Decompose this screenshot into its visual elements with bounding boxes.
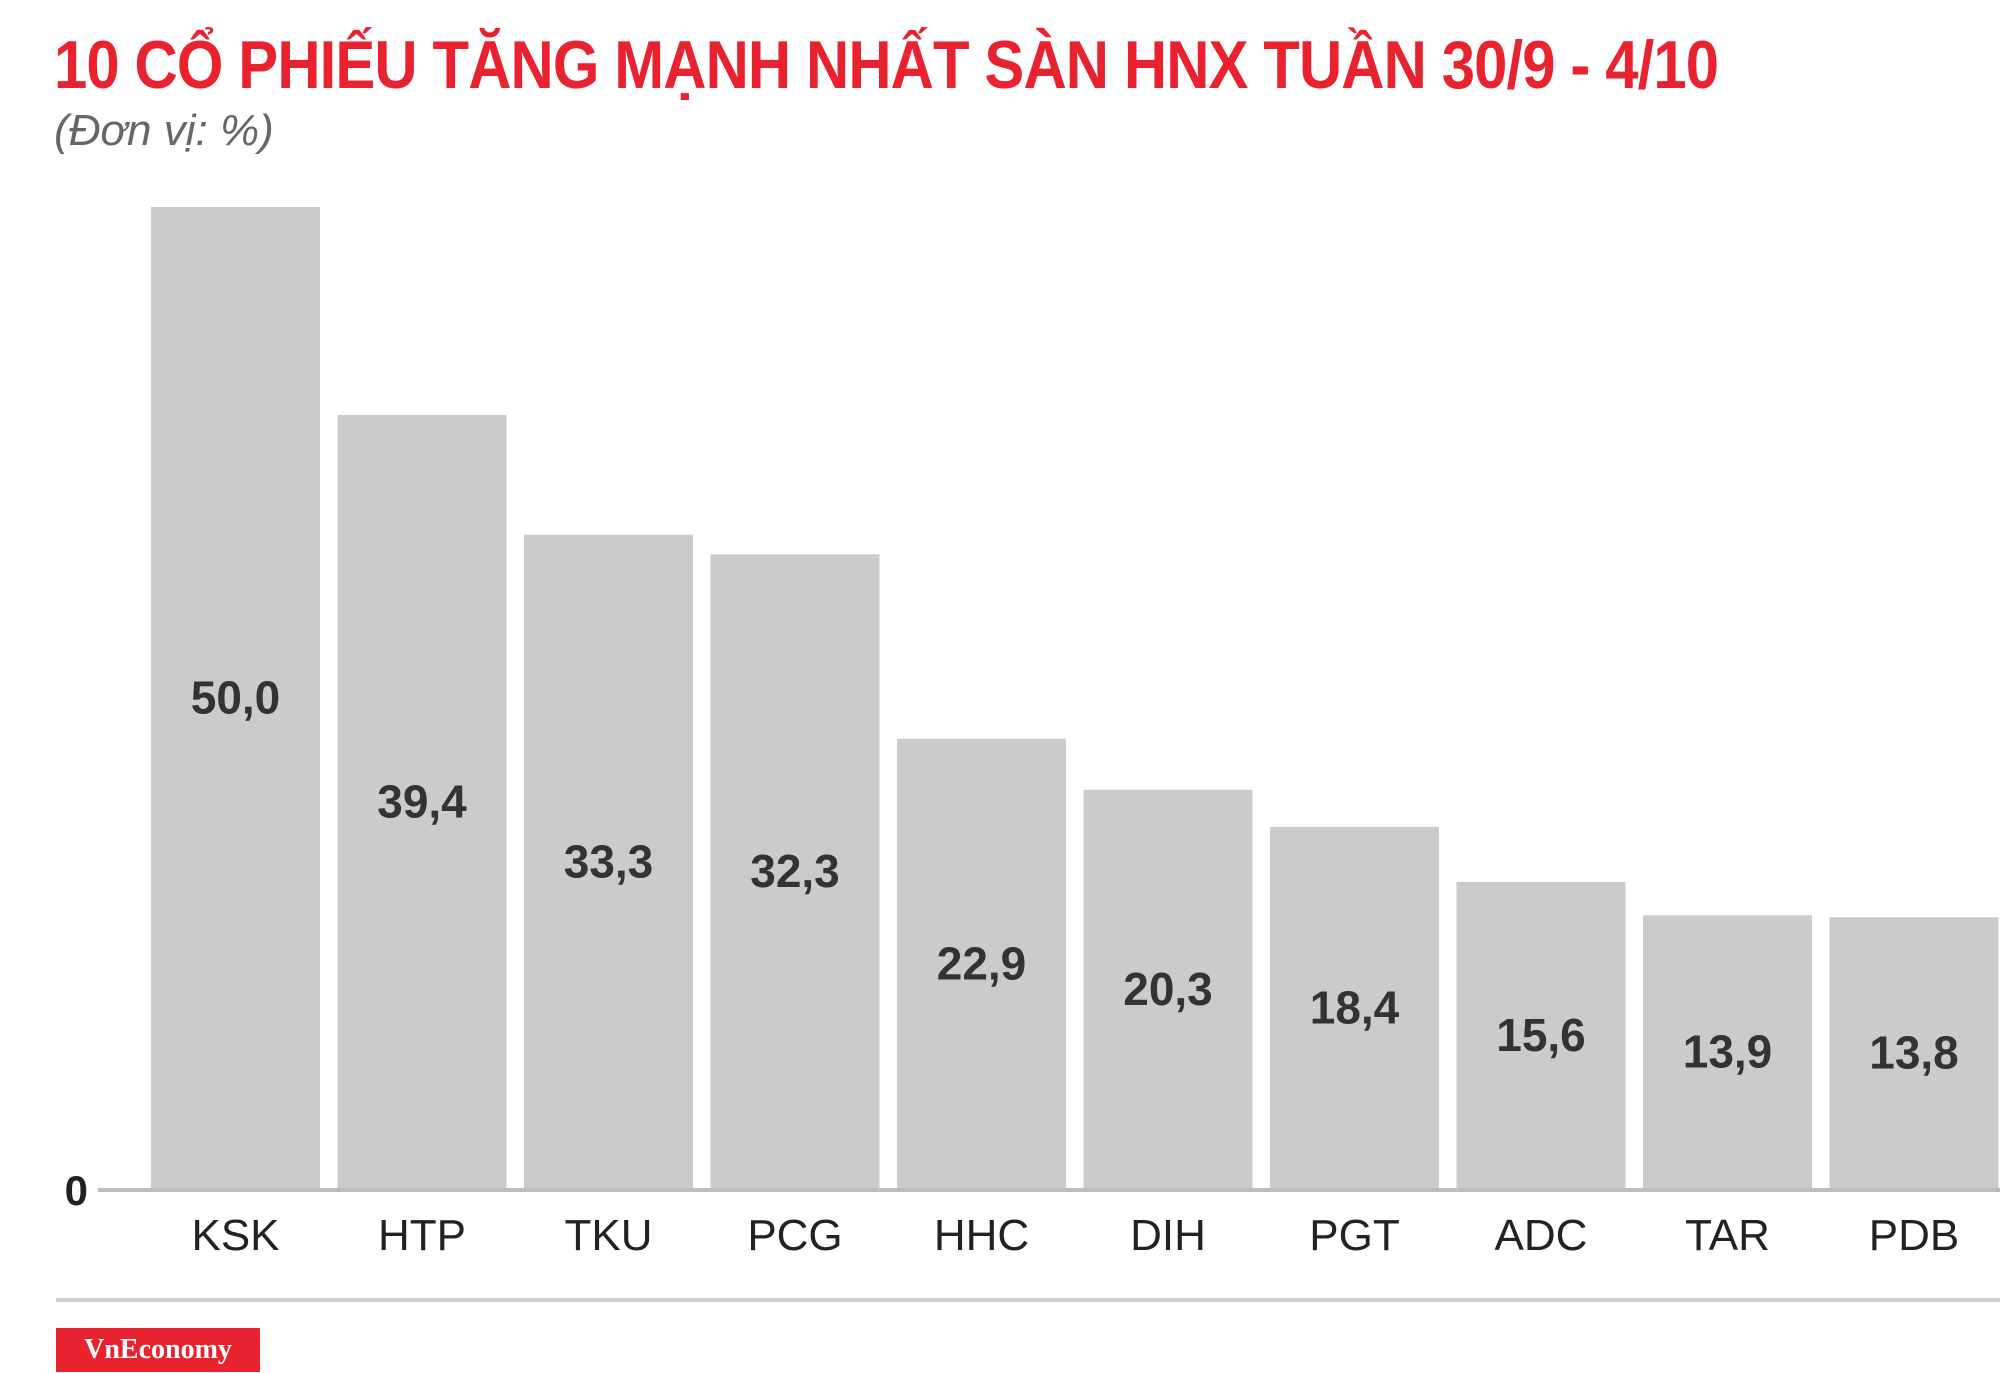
bar-chart: 50,0 39,4 33,3 32,3 22,9 20,3 18,4 15,6 13,9 13,8… (65, 207, 2000, 1260)
bar-value-label: 22,9 (937, 937, 1027, 989)
bar-value-label: 33,3 (564, 835, 654, 887)
x-tick-label: DIH (1130, 1211, 1206, 1260)
brand-logo: VnEconomy (56, 1328, 260, 1372)
bar-ksk (151, 207, 320, 1188)
bar-hhc (897, 738, 1066, 1188)
bar-pcg (710, 554, 880, 1188)
x-tick-label: TKU (565, 1211, 653, 1260)
x-tick-label: PGT (1309, 1211, 1399, 1260)
x-tick-label: HTP (378, 1211, 466, 1260)
bar-dih (1083, 789, 1253, 1188)
x-tick-label: TAR (1685, 1211, 1770, 1260)
bar-adc (1456, 881, 1626, 1188)
chart-subtitle: (Đơn vị: %) (54, 106, 274, 155)
bar-value-label: 13,8 (1869, 1027, 1959, 1079)
chart-title: 10 CỔ PHIẾU TĂNG MẠNH NHẤT SÀN HNX TUẦN … (54, 27, 1719, 103)
bar-value-label: 32,3 (750, 845, 840, 897)
x-tick-label: KSK (191, 1211, 279, 1260)
y-tick-label-0: 0 (65, 1167, 88, 1214)
bar-value-label: 15,6 (1496, 1009, 1586, 1061)
x-tick-label: PCG (747, 1211, 842, 1260)
bar-value-label: 18,4 (1310, 981, 1400, 1033)
bar-value-label: 13,9 (1683, 1026, 1773, 1078)
bars-group (151, 207, 1999, 1188)
bar-value-label: 50,0 (191, 672, 281, 724)
bar-tar (1643, 915, 1812, 1188)
x-tick-label: PDB (1869, 1211, 1959, 1260)
x-tick-label: HHC (934, 1211, 1029, 1260)
bar-value-label: 39,4 (377, 775, 467, 827)
value-labels-group: 50,0 39,4 33,3 32,3 22,9 20,3 18,4 15,6 13,9 13,8 (191, 672, 1959, 1079)
category-labels-group: KSK HTP TKU PCG HHC DIH PGT ADC TAR PDB (191, 1211, 1959, 1260)
bar-tku (524, 534, 693, 1188)
footer-divider (56, 1298, 2000, 1302)
x-tick-label: ADC (1495, 1211, 1588, 1260)
bar-htp (337, 414, 507, 1188)
bar-pdb (1829, 917, 1999, 1188)
bar-value-label: 20,3 (1123, 963, 1213, 1015)
bar-pgt (1270, 826, 1439, 1188)
